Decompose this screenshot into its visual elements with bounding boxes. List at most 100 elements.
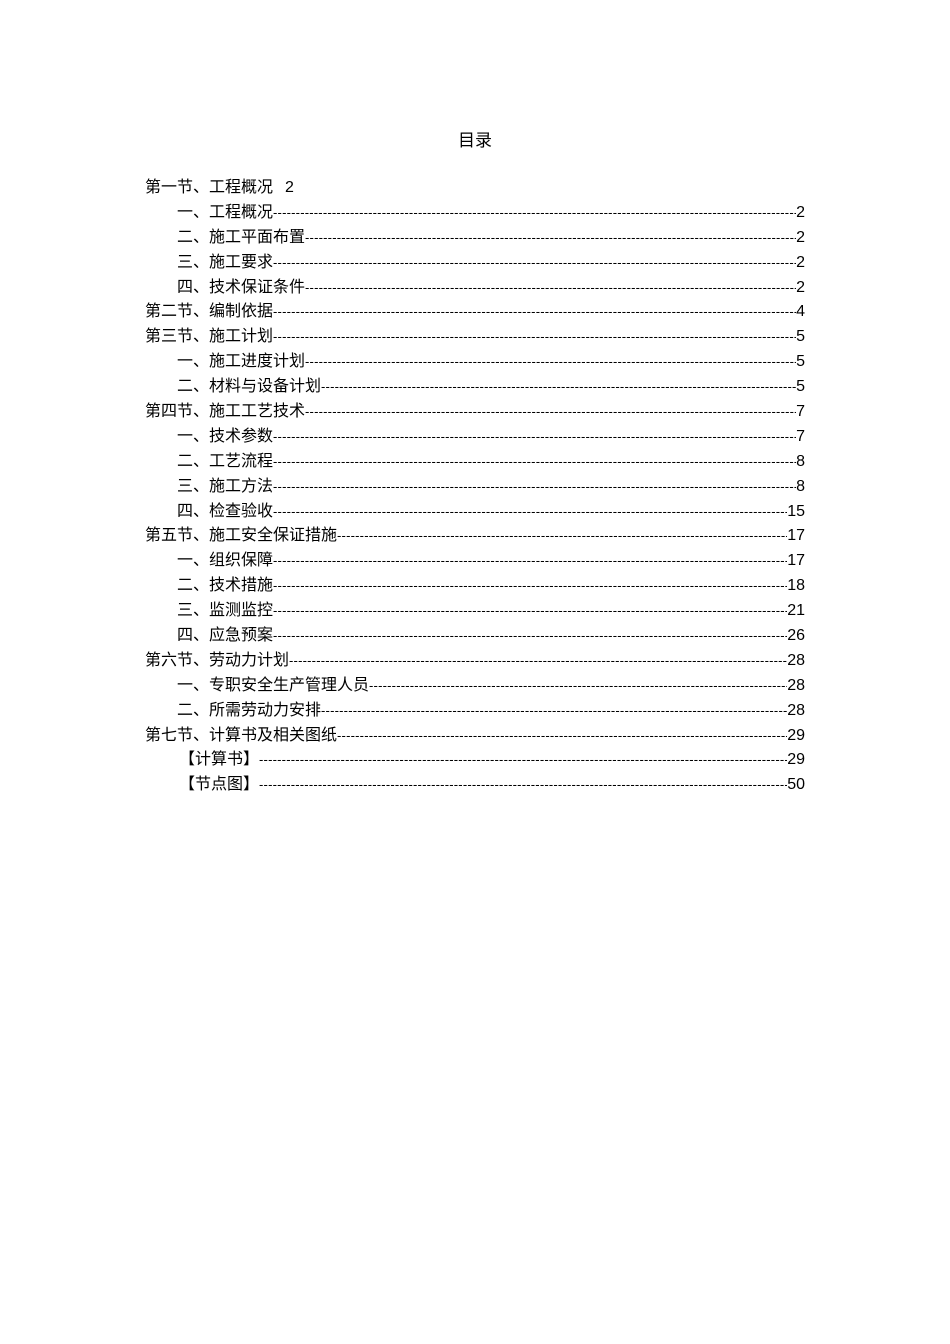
- toc-entry-label: 第四节、施工工艺技术: [145, 401, 306, 421]
- dot-leader: [259, 773, 787, 798]
- toc-entry-label: 第六节、劳动力计划: [145, 649, 290, 669]
- toc-entry-label: 【节点图】: [179, 774, 260, 794]
- toc-entry[interactable]: 一、工程概况 2: [145, 200, 805, 225]
- toc-entry-page-number: 50: [787, 776, 805, 794]
- toc-entry[interactable]: 三、施工要求 2: [145, 250, 805, 275]
- dot-leader: [273, 475, 796, 500]
- toc-entry-label: 四、应急预案: [177, 625, 274, 645]
- toc-entry[interactable]: 第四节、施工工艺技术 7: [145, 399, 805, 424]
- dot-leader: [273, 251, 796, 276]
- dot-leader: [305, 400, 796, 425]
- toc-entry-page-number: 5: [796, 328, 805, 346]
- toc-entry[interactable]: 二、施工平面布置 2: [145, 225, 805, 250]
- dot-leader: [305, 226, 796, 251]
- toc-entry[interactable]: 四、技术保证条件 2: [145, 275, 805, 300]
- dot-leader: [273, 425, 796, 450]
- toc-entry[interactable]: 【计算书】 29: [145, 747, 805, 772]
- toc-entry[interactable]: 一、组织保障 17: [145, 548, 805, 573]
- toc-entry-page-number: 2: [796, 228, 805, 246]
- toc-entry-label: 三、监测监控: [177, 600, 274, 620]
- dot-leader: [273, 500, 787, 525]
- toc-entry-page-number: 2: [796, 253, 805, 271]
- toc-entry-label: 三、施工方法: [177, 475, 274, 495]
- toc-entry[interactable]: 四、应急预案 26: [145, 623, 805, 648]
- toc-entry-page-number: 29: [787, 726, 805, 744]
- table-of-contents: 第一节、工程概况2一、工程概况2二、施工平面布置2三、施工要求2四、技术保证条件…: [145, 175, 805, 797]
- dot-leader: [289, 649, 787, 674]
- dot-leader: [273, 574, 787, 599]
- toc-entry-page-number: 28: [787, 651, 805, 669]
- toc-entry[interactable]: 第七节、计算书及相关图纸 29: [145, 723, 805, 748]
- toc-entry-page-number: 26: [787, 627, 805, 645]
- dot-leader: [369, 674, 787, 699]
- toc-entry-label: 二、施工平面布置: [177, 226, 306, 246]
- toc-entry-page-number: 18: [787, 577, 805, 595]
- dot-leader: [273, 549, 787, 574]
- toc-entry[interactable]: 二、所需劳动力安排 28: [145, 698, 805, 723]
- dot-leader: [321, 375, 796, 400]
- dot-leader: [337, 524, 787, 549]
- toc-entry-label: 第三节、施工计划: [145, 326, 274, 346]
- toc-entry-page-number: 29: [787, 751, 805, 769]
- dot-leader: [273, 450, 796, 475]
- toc-entry-page-number: 28: [787, 701, 805, 719]
- toc-entry-page-number: 15: [787, 502, 805, 520]
- dot-leader: [273, 201, 796, 226]
- toc-entry-label: 第一节、工程概况: [145, 177, 274, 196]
- toc-entry[interactable]: 第六节、劳动力计划 28: [145, 648, 805, 673]
- dot-leader: [273, 599, 787, 624]
- toc-entry-page-number: 2: [796, 203, 805, 221]
- dot-leader: [273, 624, 787, 649]
- toc-entry-label: 【计算书】: [179, 749, 260, 769]
- toc-entry[interactable]: 三、施工方法 8: [145, 474, 805, 499]
- toc-entry-label: 四、技术保证条件: [177, 276, 306, 296]
- toc-entry-label: 一、工程概况: [177, 201, 274, 221]
- toc-entry[interactable]: 一、技术参数 7: [145, 424, 805, 449]
- toc-entry[interactable]: 第一节、工程概况 2: [145, 175, 805, 200]
- toc-entry-label: 一、施工进度计划: [177, 351, 306, 371]
- toc-entry-label: 一、技术参数: [177, 425, 274, 445]
- toc-entry-page-number: 8: [796, 452, 805, 470]
- toc-entry-page-number: 2: [796, 278, 805, 296]
- toc-entry-label: 第七节、计算书及相关图纸: [145, 724, 338, 744]
- toc-title: 目录: [458, 131, 492, 151]
- toc-entry-label: 二、工艺流程: [177, 450, 274, 470]
- toc-entry[interactable]: 四、检查验收 15: [145, 499, 805, 524]
- dot-leader: [305, 276, 796, 301]
- toc-entry-label: 四、检查验收: [177, 500, 274, 520]
- toc-entry-page-number: 5: [796, 378, 805, 396]
- toc-entry-page-number: 7: [796, 403, 805, 421]
- toc-entry-page-number: 8: [796, 477, 805, 495]
- toc-entry[interactable]: 一、施工进度计划 5: [145, 349, 805, 374]
- dot-leader: [305, 350, 796, 375]
- toc-entry-label: 二、所需劳动力安排: [177, 699, 322, 719]
- toc-entry-label: 一、专职安全生产管理人员: [177, 674, 370, 694]
- toc-entry[interactable]: 第五节、施工安全保证措施 17: [145, 523, 805, 548]
- toc-entry[interactable]: 【节点图】 50: [145, 772, 805, 797]
- toc-entry-label: 二、材料与设备计划: [177, 376, 322, 396]
- dot-leader: [273, 300, 796, 325]
- toc-entry-label: 一、组织保障: [177, 550, 274, 570]
- toc-entry-page-number: 21: [787, 602, 805, 620]
- toc-entry-page-number: 17: [787, 527, 805, 545]
- toc-entry-label: 二、技术措施: [177, 575, 274, 595]
- toc-entry-page-number: 7: [796, 427, 805, 445]
- toc-entry[interactable]: 二、工艺流程 8: [145, 449, 805, 474]
- toc-entry-label: 三、施工要求: [177, 251, 274, 271]
- dot-leader: [273, 325, 796, 350]
- toc-entry-page-number: 4: [796, 303, 805, 321]
- toc-entry-page-number: 5: [796, 353, 805, 371]
- toc-entry[interactable]: 一、专职安全生产管理人员 28: [145, 673, 805, 698]
- toc-entry[interactable]: 第二节、编制依据 4: [145, 299, 805, 324]
- toc-entry-label: 第二节、编制依据: [145, 301, 274, 321]
- dot-leader: [259, 748, 787, 773]
- toc-entry[interactable]: 三、监测监控 21: [145, 598, 805, 623]
- toc-entry[interactable]: 二、材料与设备计划 5: [145, 374, 805, 399]
- toc-entry[interactable]: 第三节、施工计划 5: [145, 324, 805, 349]
- dot-leader: [337, 724, 787, 749]
- toc-entry-page-number: 28: [787, 676, 805, 694]
- toc-entry[interactable]: 二、技术措施 18: [145, 573, 805, 598]
- dot-leader: [321, 699, 787, 724]
- toc-entry-page-number: 17: [787, 552, 805, 570]
- toc-entry-page-number: 2: [285, 179, 294, 196]
